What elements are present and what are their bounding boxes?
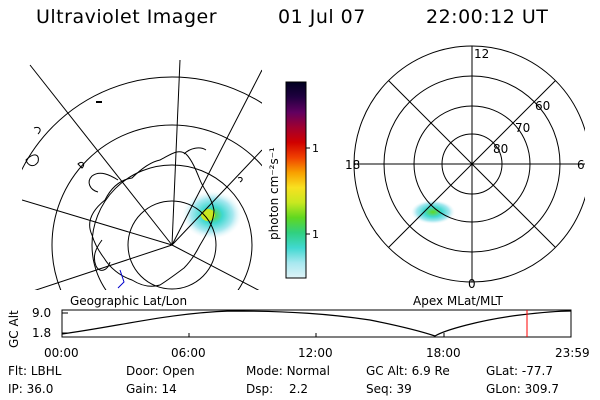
- altitude-curve: [61, 310, 572, 337]
- mlt-label-12: 12: [474, 47, 489, 61]
- geographic-map: [22, 59, 262, 290]
- info-glon: GLon: 309.7: [486, 382, 559, 396]
- info-gc-alt: GC Alt: 6.9 Re: [366, 364, 450, 378]
- instrument-title: Ultraviolet Imager: [36, 6, 218, 28]
- geo-panel-label: Geographic Lat/Lon: [70, 294, 188, 308]
- colorbar-strip: [285, 81, 307, 279]
- colorbar: 100 10 photon cm⁻²s⁻¹: [267, 81, 318, 279]
- info-dsp: Dsp: 2.2: [246, 382, 309, 396]
- mlt-label-6: 6: [577, 158, 585, 172]
- xtick-0600: 06:00: [171, 346, 206, 360]
- info-gain: Gain: 14: [126, 382, 177, 396]
- altitude-ytick-max: 9.0: [32, 306, 51, 320]
- colorbar-tick-100: 100: [312, 142, 318, 155]
- xtick-0000: 00:00: [44, 346, 79, 360]
- altitude-plot: GC Alt 9.0 1.8: [7, 306, 572, 348]
- info-door: Door: Open: [126, 364, 195, 378]
- mag-panel-label: Apex MLat/MLT: [413, 294, 503, 308]
- mlt-label-0: 0: [468, 277, 476, 290]
- info-seq: Seq: 39: [366, 382, 412, 396]
- magnetic-polar-plot: 12 18 6 0 60 70 80: [345, 45, 585, 290]
- mlt-label-18: 18: [345, 158, 360, 172]
- xtick-1200: 12:00: [298, 346, 333, 360]
- altitude-ylabel: GC Alt: [7, 310, 21, 348]
- info-glat: GLat: -77.7: [486, 364, 553, 378]
- lat-label-70: 70: [515, 121, 530, 135]
- xtick-1800: 18:00: [426, 346, 461, 360]
- altitude-ytick-min: 1.8: [32, 326, 51, 340]
- aurora-oval: [411, 200, 455, 224]
- xtick-2359: 23:59: [555, 346, 590, 360]
- info-filter: Flt: LBHL: [8, 364, 62, 378]
- info-ip: IP: 36.0: [8, 382, 54, 396]
- colorbar-unit-label: photon cm⁻²s⁻¹: [267, 147, 281, 240]
- lat-label-80: 80: [493, 142, 508, 156]
- info-mode: Mode: Normal: [246, 364, 330, 378]
- colorbar-tick-10: 10: [312, 228, 318, 241]
- time-label: 22:00:12 UT: [426, 6, 549, 28]
- date-label: 01 Jul 07: [278, 6, 366, 28]
- lat-label-60: 60: [535, 99, 550, 113]
